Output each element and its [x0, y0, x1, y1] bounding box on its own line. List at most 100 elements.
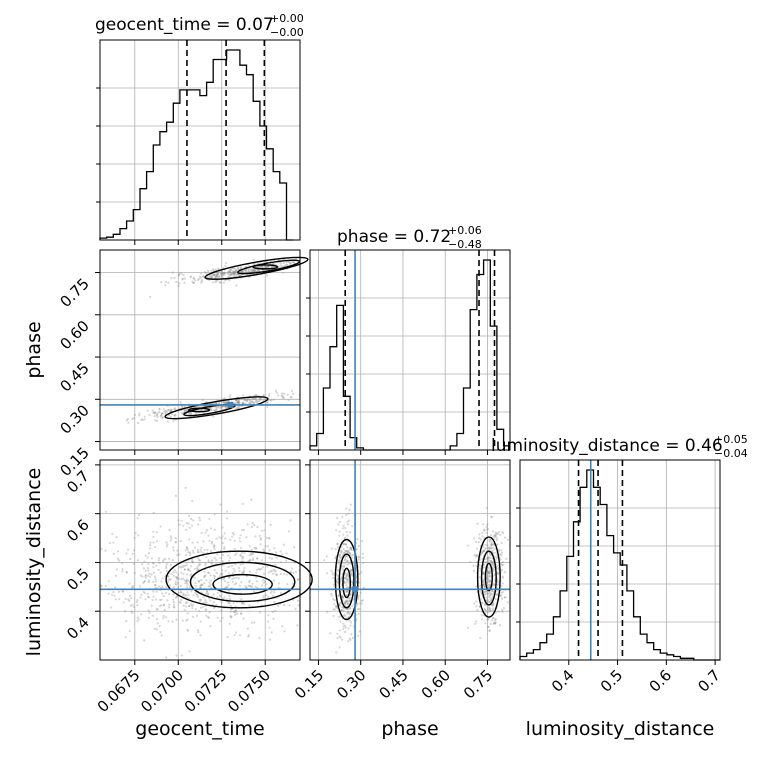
sample-point — [177, 591, 180, 594]
sample-point — [136, 599, 139, 602]
sample-point — [271, 262, 275, 265]
sample-point — [247, 267, 250, 270]
sample-point — [212, 274, 215, 277]
sample-point — [152, 541, 155, 544]
sample-point — [339, 601, 342, 605]
sample-point — [254, 397, 257, 400]
sample-point — [121, 562, 124, 565]
sample-point — [267, 620, 270, 623]
sample-point — [124, 610, 127, 613]
sample-point — [482, 572, 486, 575]
sample-point — [340, 551, 343, 554]
sample-point — [486, 570, 489, 573]
sample-point — [228, 565, 231, 568]
sample-point — [348, 611, 351, 614]
sample-point — [337, 559, 341, 562]
contour-outer — [204, 256, 309, 280]
sample-point — [223, 405, 227, 408]
sample-point — [490, 541, 493, 544]
sample-point — [137, 534, 140, 537]
sample-point — [270, 569, 273, 573]
sample-point — [189, 565, 192, 568]
sample-point — [140, 418, 143, 421]
sample-point — [483, 583, 486, 586]
sample-point — [147, 569, 150, 572]
sample-point — [199, 634, 202, 637]
sample-point — [150, 557, 153, 560]
sample-point — [360, 599, 363, 603]
sample-point — [479, 538, 482, 541]
sample-point — [136, 616, 139, 619]
sample-point — [185, 522, 188, 525]
sample-point — [143, 591, 146, 595]
sample-point — [490, 542, 493, 546]
sample-point — [198, 519, 201, 522]
sample-point — [162, 595, 165, 598]
sample-point — [343, 577, 346, 580]
sample-point — [349, 561, 352, 564]
sample-point — [290, 396, 293, 399]
sample-point — [178, 272, 181, 275]
sample-point — [142, 590, 145, 594]
sample-point — [338, 534, 341, 537]
sample-point — [486, 610, 489, 614]
sample-point — [174, 540, 178, 543]
panel-frame — [519, 459, 721, 661]
sample-point — [155, 598, 158, 601]
sample-point — [350, 569, 353, 572]
sample-point — [486, 544, 489, 547]
sample-point — [492, 607, 495, 610]
sample-point — [164, 411, 167, 414]
sample-point — [491, 530, 494, 533]
sample-point — [351, 581, 354, 584]
sample-point — [213, 513, 216, 516]
sample-point — [186, 629, 189, 632]
sample-point — [217, 267, 220, 270]
sample-point — [361, 556, 365, 559]
panel-frame — [99, 39, 301, 241]
sample-point — [333, 599, 336, 602]
sample-point — [224, 405, 227, 409]
sample-point — [218, 575, 221, 578]
sample-point — [485, 573, 488, 577]
sample-point — [241, 555, 244, 558]
sample-point — [269, 523, 272, 527]
sample-point — [350, 573, 353, 576]
sample-point — [349, 568, 352, 571]
sample-point — [345, 573, 349, 576]
sample-point — [485, 576, 488, 579]
sample-point — [259, 543, 262, 546]
sample-point — [492, 561, 495, 564]
sample-point — [198, 516, 201, 519]
sample-point — [487, 546, 490, 549]
sample-point — [503, 596, 506, 599]
sample-point — [177, 573, 180, 576]
sample-point — [253, 269, 256, 272]
sample-point — [345, 556, 348, 559]
sample-point — [197, 557, 200, 560]
sample-point — [212, 593, 215, 596]
sample-point — [329, 632, 332, 635]
sample-point — [144, 598, 147, 601]
sample-point — [498, 624, 502, 627]
sample-point — [155, 618, 159, 621]
sample-point — [226, 636, 229, 639]
sample-point — [346, 534, 349, 537]
sample-point — [204, 531, 207, 534]
sample-point — [237, 577, 240, 580]
sample-point — [198, 598, 201, 601]
sample-point — [232, 273, 235, 276]
sample-point — [231, 535, 234, 538]
sample-point — [230, 268, 233, 271]
sample-point — [182, 572, 185, 576]
sample-point — [265, 593, 268, 597]
sample-point — [239, 266, 242, 269]
sample-point — [355, 580, 358, 583]
sample-point — [302, 260, 304, 262]
sample-point — [223, 271, 226, 275]
sample-point — [221, 526, 224, 529]
sample-point — [350, 546, 353, 550]
sample-point — [293, 262, 296, 265]
sample-point — [210, 542, 213, 545]
sample-point — [56, 606, 58, 608]
